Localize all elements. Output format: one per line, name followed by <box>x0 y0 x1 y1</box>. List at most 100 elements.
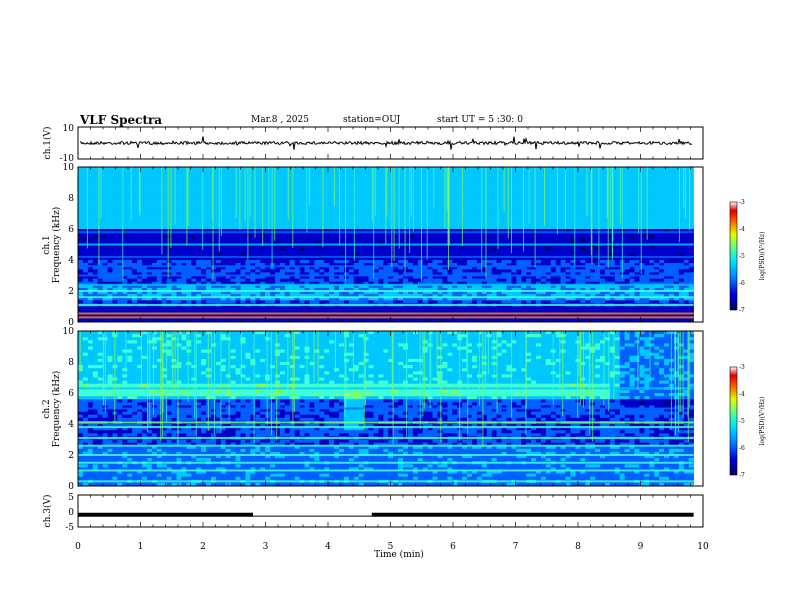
spectrogram-cell <box>270 266 276 270</box>
spectrogram-cell <box>151 167 158 171</box>
spectrogram-cell <box>407 250 414 255</box>
spectrogram-cell <box>230 281 236 286</box>
spectrogram-cell <box>250 213 256 217</box>
spectrogram-cell <box>476 173 483 177</box>
spectrogram-cell <box>127 278 133 282</box>
spectrogram-cell <box>358 229 364 233</box>
spectrogram-cell <box>146 275 153 279</box>
spectrogram-cell <box>87 238 94 242</box>
spectrogram-cell <box>220 291 227 295</box>
spectrogram-cell <box>166 269 172 273</box>
spectrogram-cell <box>324 176 330 180</box>
spectrogram-cell <box>220 306 227 310</box>
spectrogram-cell <box>151 182 158 186</box>
spectrogram-cell <box>481 244 488 248</box>
spectrogram-cell <box>491 318 497 323</box>
spectrogram-cell <box>398 247 404 251</box>
spectrogram-cell <box>383 244 389 248</box>
spectrogram-cell <box>215 225 222 230</box>
spectrogram-cell <box>412 213 419 217</box>
spectrogram-cell <box>97 306 103 310</box>
spectrogram-cell <box>363 272 369 276</box>
spectrogram-cell <box>403 235 409 239</box>
spectrogram-cell <box>555 300 561 304</box>
spectrogram-cell <box>353 318 360 323</box>
spectrogram-cell <box>220 213 227 217</box>
spectrogram-cell <box>388 198 394 202</box>
spectrogram-cell <box>107 278 113 282</box>
spectrogram-cell <box>403 207 409 211</box>
spectrogram-cell <box>417 222 424 227</box>
spectrogram-cell <box>255 284 261 289</box>
spectrogram-cell <box>112 297 118 301</box>
spectrogram-cell <box>314 167 320 171</box>
spectrogram-cell <box>422 309 428 313</box>
spectrogram-cell <box>181 287 187 292</box>
spectrogram-cell <box>560 269 566 273</box>
spectrogram-cell <box>496 222 502 227</box>
spectrogram-cell <box>215 188 222 193</box>
spectrogram-cell <box>220 229 227 233</box>
spectrogram-cell <box>378 278 384 282</box>
spectrogram-cell <box>496 204 502 208</box>
spectrogram-cell <box>171 260 177 264</box>
spectrogram-cell <box>314 291 320 295</box>
spectrogram-cell <box>142 219 148 224</box>
spectrogram-cell <box>151 229 158 233</box>
spectrogram-cell <box>417 167 424 171</box>
spectrogram-cell <box>240 247 246 251</box>
spectrogram-cell <box>186 182 192 186</box>
spectrogram-cell <box>245 318 251 323</box>
spectrogram-cell <box>270 275 276 279</box>
spectrogram-cell <box>334 278 340 282</box>
spectrogram-cell <box>82 176 89 180</box>
spectrogram-cell <box>550 176 557 180</box>
spectrogram-cell <box>299 216 305 220</box>
spectrogram-cell <box>452 263 458 267</box>
spectrogram-cell <box>403 213 409 217</box>
spectrogram-cell <box>146 287 153 292</box>
spectrogram-cell <box>270 294 276 298</box>
spectrogram-cell <box>329 318 335 323</box>
spectrogram-cell <box>398 219 404 224</box>
spectrogram-cell <box>240 253 246 258</box>
spectrogram-cell <box>432 229 438 233</box>
spectrogram-cell <box>196 275 202 279</box>
spectrogram-cell <box>122 247 128 251</box>
spectrogram-cell <box>536 201 542 205</box>
spectrogram-cell <box>196 269 202 273</box>
spectrogram-cell <box>132 207 138 211</box>
spectrogram-cell <box>137 238 143 242</box>
spectrogram-cell <box>437 278 443 282</box>
spectrogram-cell <box>127 229 133 233</box>
spectrogram-cell <box>230 266 236 270</box>
spectrogram-cell <box>516 170 522 174</box>
spectrogram-cell <box>368 287 374 292</box>
spectrogram-cell <box>476 253 483 258</box>
spectrogram-cell <box>462 191 468 196</box>
spectrogram-cell <box>378 281 384 286</box>
spectrogram-cell <box>117 167 123 171</box>
spectrogram-cell <box>245 287 251 292</box>
spectrogram-cell <box>220 241 227 245</box>
spectrogram-cell <box>176 318 182 323</box>
spectrogram-cell <box>329 176 335 180</box>
spectrogram-cell <box>339 222 345 227</box>
spectrogram-cell <box>472 238 478 242</box>
spectrogram-cell <box>324 269 330 273</box>
spectrogram-cell <box>314 207 320 211</box>
spectrogram-cell <box>87 173 94 177</box>
spectrogram-cell <box>339 173 345 177</box>
spectrogram-cell <box>196 300 202 304</box>
spectrogram-cell <box>255 219 261 224</box>
spectrogram-cell <box>142 188 148 193</box>
spectrogram-cell <box>132 235 138 239</box>
spectrogram-cell <box>132 188 138 193</box>
spectrogram-cell <box>353 182 360 186</box>
spectrogram-cell <box>334 213 340 217</box>
spectrogram-cell <box>412 225 419 230</box>
spectrogram-cell <box>196 213 202 217</box>
spectrogram-cell <box>201 241 207 245</box>
spectrogram-cell <box>407 170 414 174</box>
spectrogram-cell <box>388 185 394 189</box>
